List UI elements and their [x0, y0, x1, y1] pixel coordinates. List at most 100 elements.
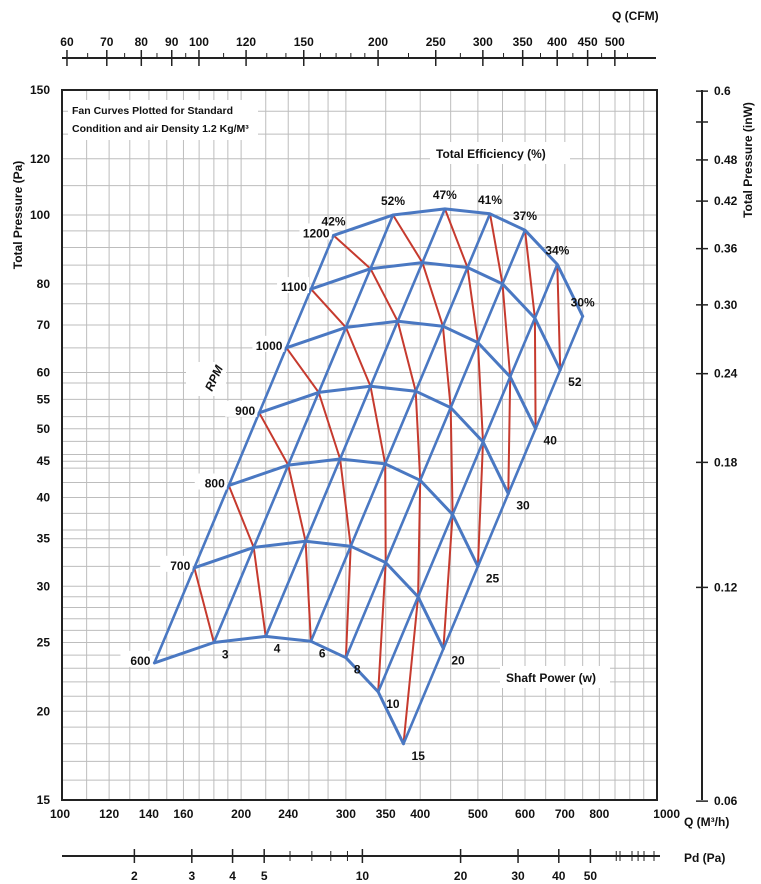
efficiency-segment — [369, 267, 399, 323]
efficiency-segment — [339, 458, 352, 548]
rpm-label-background — [160, 555, 193, 572]
rpm-title-background — [186, 362, 226, 396]
efficiency-segment — [392, 214, 424, 264]
x-bottom-tick-label: 500 — [468, 807, 488, 821]
efficiency-label: 34% — [545, 243, 569, 257]
efficiency-segment — [317, 391, 342, 460]
efficiency-segment — [396, 320, 417, 393]
efficiency-segment — [489, 212, 504, 285]
rpm-label-background — [277, 277, 310, 294]
efficiency-segment — [441, 325, 452, 409]
y-left-tick-label: 100 — [30, 208, 50, 222]
rpm-label: 600 — [130, 654, 150, 668]
x-top-axis-title: Q (CFM) — [612, 9, 659, 23]
rpm-label-background — [225, 400, 258, 417]
efficiency-segment — [443, 207, 469, 269]
pd-tick-label: 10 — [356, 869, 370, 883]
note-line-2: Condition and air Density 1.2 Kg/M³ — [72, 123, 249, 135]
x-bottom-tick-label: 700 — [555, 807, 575, 821]
y-left-axis-title: Total Pressure (Pa) — [11, 161, 25, 269]
x-bottom-tick-label: 240 — [278, 807, 298, 821]
pd-tick-label: 5 — [261, 869, 268, 883]
axes: 100 120 140 160 200 240 300 350 400 500 600 700 800 1… — [30, 35, 738, 883]
rpm-curve — [309, 261, 562, 372]
y-left-tick-label: 15 — [37, 793, 51, 807]
x-bottom-tick-label: 1000 — [653, 807, 680, 821]
rpm-label-background — [120, 650, 153, 667]
efficiency-segment — [556, 263, 562, 371]
y-right-tick-label: 0.30 — [714, 298, 738, 312]
x-top-tick-label: 100 — [189, 35, 209, 49]
pd-tick-label: 4 — [229, 869, 236, 883]
efficiency-segment — [476, 341, 484, 443]
x-bottom-tick-label: 140 — [139, 807, 159, 821]
x-top-tick-label: 200 — [368, 35, 388, 49]
rpm-curve — [192, 539, 445, 651]
power-label: 15 — [412, 749, 426, 763]
rpm-label-background — [299, 223, 332, 240]
rpm-label: 900 — [235, 404, 255, 418]
rpm-label-background — [194, 473, 227, 490]
x-bottom-tick-label: 200 — [231, 807, 251, 821]
x-top-tick-label: 150 — [294, 35, 314, 49]
x-bottom-tick-label: 800 — [589, 807, 609, 821]
efficiency-segment — [501, 282, 512, 378]
efficiency-label: 30% — [571, 295, 595, 309]
y-right-tick-label: 0.06 — [714, 794, 738, 808]
efficiency-segment — [466, 266, 479, 344]
power-label: 30 — [516, 499, 530, 513]
pd-tick-label: 50 — [584, 869, 598, 883]
x-top-tick-label: 80 — [135, 35, 149, 49]
system-line — [376, 263, 559, 694]
rpm-label: 800 — [205, 476, 225, 490]
x-top-tick-label: 250 — [426, 35, 446, 49]
pd-axis-title: Pd (Pa) — [684, 851, 725, 865]
efficiency-label: 37% — [513, 209, 537, 223]
y-right-tick-label: 0.12 — [714, 580, 738, 594]
power-label: 6 — [319, 646, 326, 660]
y-right-tick-label: 0.24 — [714, 367, 738, 381]
x-bottom-tick-label: 100 — [50, 807, 70, 821]
efficiency-segment — [310, 288, 347, 329]
pd-tick-label: 30 — [511, 869, 525, 883]
x-top-tick-label: 450 — [578, 35, 598, 49]
efficiency-segment — [332, 234, 372, 270]
y-left-tick-label: 70 — [37, 318, 51, 332]
efficiency-label: 41% — [478, 193, 502, 207]
y-left-tick-label: 50 — [37, 422, 51, 436]
pd-tick-label: 20 — [454, 869, 468, 883]
efficiency-segment — [369, 385, 387, 465]
rpm-curve — [257, 384, 510, 496]
x-bottom-tick-label: 120 — [99, 807, 119, 821]
rpm-curve — [152, 634, 405, 746]
efficiency-label: 47% — [433, 188, 457, 202]
efficiency-segment — [344, 545, 352, 659]
efficiency-title-background — [430, 142, 570, 164]
rpm-curve — [227, 457, 480, 568]
efficiency-segment — [252, 546, 267, 638]
efficiency-segment — [414, 390, 422, 482]
y-left-tick-label: 150 — [30, 83, 50, 97]
y-left-tick-label: 60 — [37, 366, 51, 380]
efficiency-segment — [344, 326, 372, 388]
y-left-tick-label: 40 — [37, 491, 51, 505]
power-label: 20 — [451, 654, 465, 668]
y-left-tick-label: 35 — [37, 532, 51, 546]
y-left-tick-label: 55 — [37, 392, 51, 406]
y-left-tick-label: 20 — [37, 704, 51, 718]
pd-tick-label: 2 — [131, 869, 138, 883]
pd-tick-label: 3 — [188, 869, 195, 883]
curves — [152, 207, 585, 746]
y-left-tick-label: 30 — [37, 579, 51, 593]
efficiency-segment — [285, 346, 320, 394]
y-left-tick-label: 25 — [37, 635, 51, 649]
rpm-label: 1100 — [281, 280, 307, 294]
rpm-curve — [332, 207, 585, 318]
y-right-axis-title: Total Pressure (inW) — [741, 102, 755, 218]
y-left-tick-label: 120 — [30, 152, 50, 166]
x-top-tick-label: 120 — [236, 35, 256, 49]
efficiency-segment — [193, 566, 215, 644]
y-right-tick-label: 0.42 — [714, 194, 738, 208]
